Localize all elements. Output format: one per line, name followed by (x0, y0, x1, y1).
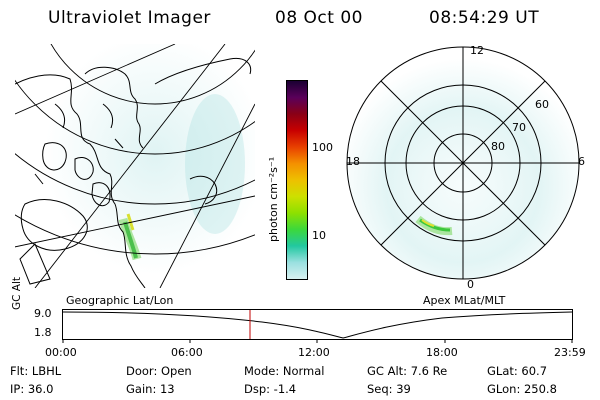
instrument-title: Ultraviolet Imager (48, 8, 211, 28)
mode-info: Mode: Normal (244, 364, 325, 378)
colorbar-tick-10: 10 (312, 229, 326, 242)
time-tick-2359: 23:59 (554, 346, 586, 359)
colorbar (286, 80, 308, 280)
mlt-label-6: 6 (578, 155, 585, 168)
door-info: Door: Open (126, 364, 192, 378)
gain-info: Gain: 13 (126, 382, 175, 396)
lat-label-70: 70 (512, 121, 526, 134)
dsp-info: Dsp: -1.4 (244, 382, 297, 396)
glon-info: GLon: 250.8 (487, 382, 557, 396)
lat-label-80: 80 (491, 140, 505, 153)
time-tick-1800: 18:00 (426, 346, 458, 359)
seq-info: Seq: 39 (367, 382, 411, 396)
time-tick-0000: 00:00 (45, 346, 77, 359)
mlt-label-18: 18 (346, 155, 360, 168)
mlt-label-12: 12 (470, 44, 484, 57)
alt-tick-1.8: 1.8 (34, 326, 52, 339)
alt-axis-label: GC Alt (11, 276, 23, 310)
gc-alt-info: GC Alt: 7.6 Re (367, 364, 448, 378)
date-label: 08 Oct 00 (275, 8, 363, 28)
time-label: 08:54:29 UT (429, 8, 540, 28)
colorbar-unit-label: photon cm⁻²s⁻¹ (267, 156, 280, 242)
altitude-timeline (62, 309, 573, 343)
colorbar-tick-100: 100 (312, 141, 333, 154)
mlt-label-0: 0 (467, 278, 474, 291)
ip-info: IP: 36.0 (10, 382, 54, 396)
filter-info: Flt: LBHL (10, 364, 62, 378)
time-tick-0600: 06:00 (171, 346, 203, 359)
time-tick-1200: 12:00 (298, 346, 330, 359)
glat-info: GLat: 60.7 (487, 364, 548, 378)
alt-tick-9: 9.0 (34, 307, 52, 320)
lat-label-60: 60 (535, 98, 549, 111)
apex-polar-plot (346, 46, 580, 280)
apex-caption: Apex MLat/MLT (423, 294, 506, 307)
geographic-map (15, 44, 255, 288)
geographic-caption: Geographic Lat/Lon (66, 294, 174, 307)
